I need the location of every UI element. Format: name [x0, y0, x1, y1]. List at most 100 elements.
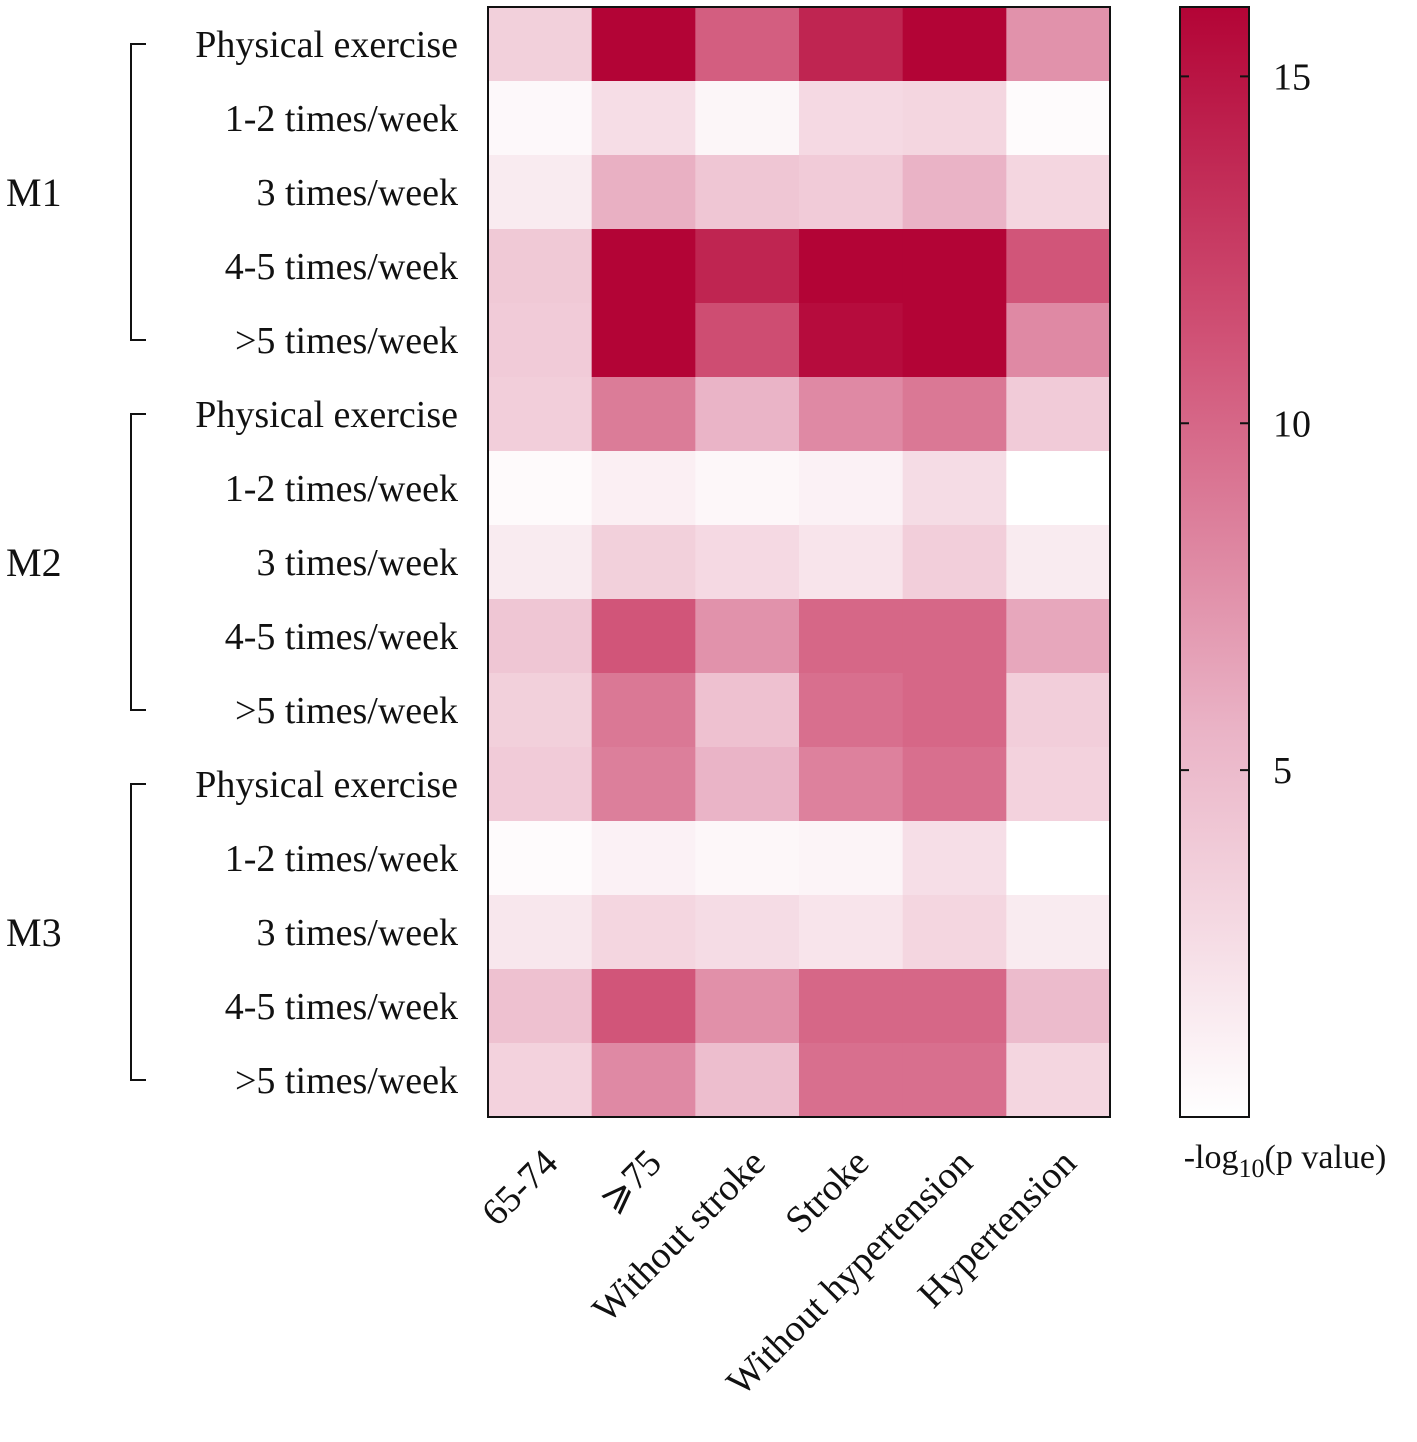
row-label: 1-2 times/week: [225, 98, 458, 140]
heatmap-cell: [591, 81, 696, 156]
heatmap-cell: [488, 895, 593, 970]
heatmap-cell: [902, 895, 1007, 970]
heatmap-cell: [902, 747, 1007, 822]
row-label: 3 times/week: [256, 542, 458, 584]
group-bracket: [130, 783, 146, 1081]
heatmap-cell: [1006, 525, 1111, 600]
heatmap-cell: [591, 303, 696, 378]
heatmap-cell: [902, 229, 1007, 304]
heatmap-cell: [902, 673, 1007, 748]
heatmap-cell: [695, 1043, 800, 1118]
column-label: Stroke: [777, 1142, 877, 1242]
heatmap-cell: [695, 969, 800, 1044]
heatmap-cell: [695, 747, 800, 822]
column-label: ⩾75: [591, 1142, 670, 1221]
heatmap-cell: [488, 155, 593, 230]
row-label: Physical exercise: [195, 24, 458, 66]
group-labels: M1 M2 M3: [6, 43, 146, 1081]
colorbar-title-suffix: (p value): [1265, 1139, 1387, 1176]
heatmap-cell: [902, 303, 1007, 378]
group-label: M1: [6, 170, 62, 215]
group-label: M3: [6, 910, 62, 955]
row-labels: Physical exercise 1-2 times/week 3 times/w…: [195, 24, 458, 1102]
heatmap-cell: [1006, 747, 1111, 822]
heatmap-cell: [695, 155, 800, 230]
column-label: 65-74: [474, 1142, 566, 1234]
colorbar-tick-label: 5: [1273, 750, 1292, 792]
colorbar-title-prefix: -log: [1184, 1139, 1239, 1176]
heatmap-cell: [591, 525, 696, 600]
heatmap-cell: [1006, 1043, 1111, 1118]
heatmap-cell: [799, 303, 904, 378]
heatmap-cell: [902, 599, 1007, 674]
heatmap-cell: [488, 525, 593, 600]
heatmap-cell: [591, 969, 696, 1044]
row-label: Physical exercise: [195, 394, 458, 436]
heatmap-cell: [902, 969, 1007, 1044]
colorbar-gradient: [1179, 6, 1250, 1118]
colorbar-tick-label: 15: [1273, 56, 1311, 98]
heatmap-cell: [591, 229, 696, 304]
heatmap-cell: [695, 303, 800, 378]
heatmap-cell: [488, 747, 593, 822]
heatmap-cells: [488, 7, 1111, 1118]
heatmap-cell: [591, 599, 696, 674]
heatmap-cell: [591, 747, 696, 822]
heatmap-cell: [591, 377, 696, 452]
heatmap-cell: [1006, 821, 1111, 896]
heatmap-cell: [488, 599, 593, 674]
heatmap-cell: [1006, 599, 1111, 674]
row-label: 4-5 times/week: [225, 986, 458, 1028]
row-label: >5 times/week: [235, 690, 458, 732]
heatmap-cell: [1006, 81, 1111, 156]
heatmap-cell: [799, 1043, 904, 1118]
heatmap-cell: [695, 599, 800, 674]
colorbar-title-subscript: 10: [1239, 1154, 1265, 1183]
group-bracket: [130, 413, 146, 711]
heatmap-cell: [488, 229, 593, 304]
heatmap-cell: [488, 969, 593, 1044]
heatmap-cell: [488, 7, 593, 82]
heatmap-cell: [695, 451, 800, 526]
heatmap-cell: [695, 895, 800, 970]
colorbar-title: -log10(p value): [1184, 1139, 1387, 1183]
heatmap-cell: [799, 155, 904, 230]
heatmap-cell: [591, 673, 696, 748]
row-label: 4-5 times/week: [225, 616, 458, 658]
colorbar-ticks: 5 10 15: [1180, 56, 1311, 792]
heatmap-cell: [1006, 229, 1111, 304]
heatmap-cell: [695, 673, 800, 748]
heatmap-cell: [902, 7, 1007, 82]
heatmap-cell: [799, 81, 904, 156]
heatmap-cell: [591, 821, 696, 896]
heatmap-cell: [1006, 7, 1111, 82]
heatmap-cell: [902, 81, 1007, 156]
heatmap-cell: [902, 1043, 1007, 1118]
heatmap-cell: [695, 525, 800, 600]
heatmap-cell: [591, 155, 696, 230]
heatmap-cell: [799, 969, 904, 1044]
heatmap-cell: [488, 1043, 593, 1118]
heatmap-cell: [695, 377, 800, 452]
heatmap-cell: [488, 81, 593, 156]
heatmap-cell: [695, 821, 800, 896]
plot-frame: [487, 6, 1111, 1118]
colorbar-tick-label: 10: [1273, 403, 1311, 445]
heatmap-cell: [799, 599, 904, 674]
row-label: 4-5 times/week: [225, 246, 458, 288]
heatmap-cell: [799, 451, 904, 526]
heatmap-cell: [1006, 303, 1111, 378]
heatmap-cell: [902, 821, 1007, 896]
heatmap-cell: [799, 377, 904, 452]
heatmap-cell: [799, 7, 904, 82]
heatmap-cell: [799, 525, 904, 600]
row-label: Physical exercise: [195, 764, 458, 806]
heatmap-cell: [1006, 155, 1111, 230]
heatmap-cell: [799, 673, 904, 748]
row-label: 1-2 times/week: [225, 838, 458, 880]
heatmap-cell: [591, 7, 696, 82]
heatmap-cell: [695, 81, 800, 156]
heatmap-cell: [488, 673, 593, 748]
